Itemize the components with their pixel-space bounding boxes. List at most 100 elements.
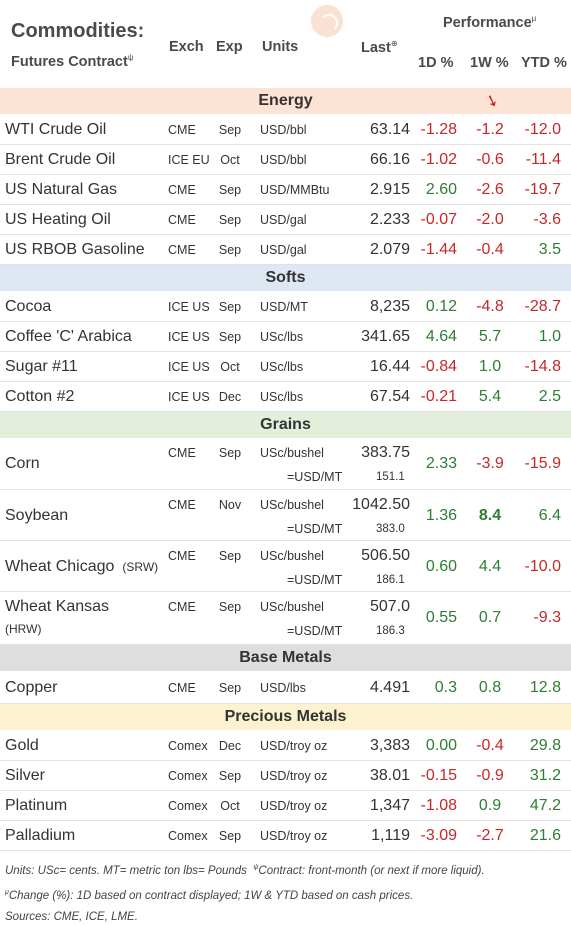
last-price-cell: 66.16 <box>369 151 410 168</box>
change-1d-cell: 2.33 <box>425 455 457 472</box>
change-1w-cell: 4.4 <box>478 558 502 575</box>
table-row: Cotton #2 ICE US Dec USc/lbs 67.54 -0.21 5.4 2.… <box>0 382 571 412</box>
exchange-cell: CME <box>168 446 196 460</box>
units-cell: USD/lbs <box>260 681 306 695</box>
change-1w-cell: -2.6 <box>476 181 504 198</box>
table-row: Copper CME Sep USD/lbs 4.491 0.3 0.8 12.8 <box>0 672 571 704</box>
units-cell: USc/lbs <box>260 330 304 344</box>
usd-mt-value: 186.3 <box>376 625 405 637</box>
change-1w-cell: 1.0 <box>478 358 502 375</box>
units-cell: USD/MMBtu <box>260 183 330 197</box>
change-1d-cell: 0.00 <box>425 737 457 754</box>
table-row: Brent Crude Oil ICE EU Oct USD/bbl 66.16 -1.0… <box>0 145 571 175</box>
units-cell: USD/bbl <box>260 123 307 137</box>
change-ytd-cell: -9.3 <box>533 609 561 626</box>
change-1d-cell: -0.84 <box>420 358 457 375</box>
change-1w-cell: -1.2 <box>476 121 504 138</box>
change-1w-cell: 5.4 <box>478 388 502 405</box>
commodity-name: US Natural Gas <box>5 181 118 198</box>
change-1w-cell: -0.9 <box>476 767 504 784</box>
change-1d-cell: -1.44 <box>420 241 457 258</box>
table-row: US Natural Gas CME Sep USD/MMBtu 2.915 2.60 -2… <box>0 175 571 205</box>
change-1w-cell: 0.9 <box>478 797 502 814</box>
change-1d-cell: 0.12 <box>425 298 457 315</box>
change-ytd-cell: 2.5 <box>538 388 561 405</box>
units-cell: USD/bbl <box>260 153 307 167</box>
last-price-cell: 2.079 <box>369 241 410 258</box>
expiry-cell: Oct <box>220 360 240 374</box>
expiry-cell: Sep <box>218 243 242 257</box>
change-1d-cell: 0.3 <box>434 679 457 696</box>
expiry-cell: Sep <box>218 549 242 563</box>
exchange-cell: ICE US <box>168 330 210 344</box>
expiry-cell: Sep <box>218 769 242 783</box>
last-price-cell: 383.75 <box>361 444 410 461</box>
commodity-name: Palladium <box>5 827 76 844</box>
table-row: Wheat Chicago (SRW) CME Sep USc/bushel 506.50… <box>0 541 571 592</box>
table-row: US Heating Oil CME Sep USD/gal 2.233 -0.07 -2.… <box>0 205 571 235</box>
exchange-cell: CME <box>168 123 196 137</box>
usd-mt-value: 151.1 <box>376 471 405 483</box>
exchange-cell: CME <box>168 549 196 563</box>
change-1d-cell: -0.21 <box>420 388 457 405</box>
page-title: Commodities: <box>11 20 145 42</box>
expiry-cell: Sep <box>218 300 242 314</box>
commodity-name: Wheat Kansas <box>5 598 110 615</box>
change-1d-cell: -3.09 <box>420 827 457 844</box>
usd-mt-label: =USD/MT <box>287 470 343 484</box>
expiry-cell: Sep <box>218 446 242 460</box>
commodity-name-text: Wheat Chicago <box>5 558 115 575</box>
col-header-1w: 1W % <box>470 55 509 71</box>
exchange-cell: ICE US <box>168 300 210 314</box>
usd-mt-value: 383.0 <box>376 523 405 535</box>
page-subtitle: Futures Contractψ <box>11 53 134 70</box>
commodity-name: Brent Crude Oil <box>5 151 116 168</box>
change-1d-cell: -1.08 <box>420 797 457 814</box>
col-header-ytd: YTD % <box>521 55 567 71</box>
exchange-cell: ICE US <box>168 390 210 404</box>
change-ytd-cell: -19.7 <box>524 181 561 198</box>
last-price-cell: 507.0 <box>369 598 410 615</box>
change-1w-cell: 0.7 <box>478 609 502 626</box>
units-cell: USc/lbs <box>260 360 304 374</box>
change-ytd-cell: -12.0 <box>524 121 561 138</box>
change-1d-cell: -1.28 <box>420 121 457 138</box>
change-ytd-cell: 29.8 <box>529 737 561 754</box>
expiry-cell: Sep <box>218 123 242 137</box>
brand-logo-icon <box>311 5 343 37</box>
usd-mt-label: =USD/MT <box>287 573 343 587</box>
commodity-name: Sugar #11 <box>5 358 78 375</box>
expiry-cell: Dec <box>218 390 242 404</box>
exchange-cell: Comex <box>168 829 208 843</box>
last-price-cell: 506.50 <box>361 547 410 564</box>
change-ytd-cell: 31.2 <box>529 767 561 784</box>
exchange-cell: CME <box>168 183 196 197</box>
exchange-cell: Comex <box>168 739 208 753</box>
change-1w-cell: 8.4 <box>478 507 502 524</box>
expiry-cell: Sep <box>218 213 242 227</box>
commodity-name: Cotton #2 <box>5 388 75 405</box>
last-price-cell: 1,347 <box>369 797 410 814</box>
commodity-name: Corn <box>5 455 40 473</box>
last-price-cell: 16.44 <box>369 358 410 375</box>
red-down-arrow-icon: ➘ <box>482 91 502 112</box>
change-1w-cell: -0.4 <box>476 241 504 258</box>
col-header-exch: Exch <box>169 39 204 55</box>
change-1d-cell: 4.64 <box>425 328 457 345</box>
exchange-cell: CME <box>168 681 196 695</box>
section-header-precious-metals: Precious Metals <box>0 704 571 730</box>
change-ytd-cell: 21.6 <box>529 827 561 844</box>
table-row: Coffee 'C' Arabica ICE US Sep USc/lbs 341.65… <box>0 322 571 352</box>
last-price-cell: 8,235 <box>369 298 410 315</box>
last-price-cell: 38.01 <box>369 767 410 784</box>
table-row: Silver Comex Sep USD/troy oz 38.01 -0.15 -0.9 3… <box>0 761 571 791</box>
commodity-name: US RBOB Gasoline <box>5 241 145 258</box>
exchange-cell: CME <box>168 213 196 227</box>
change-1w-cell: -2.0 <box>476 211 504 228</box>
last-price-cell: 4.491 <box>369 679 410 696</box>
footnotes: Units: USc= cents. MT= metric ton lbs= P… <box>5 857 567 925</box>
change-ytd-cell: -10.0 <box>524 558 561 575</box>
expiry-cell: Oct <box>220 799 240 813</box>
col-header-last: Last⊕ <box>361 39 398 56</box>
exchange-cell: CME <box>168 498 196 512</box>
